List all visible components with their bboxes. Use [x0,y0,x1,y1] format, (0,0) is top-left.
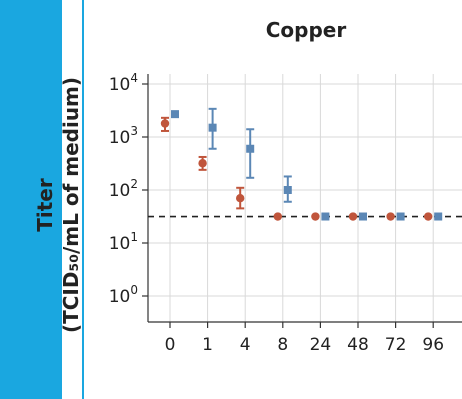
y-tick-label: 102 [109,177,138,201]
data-point [160,119,170,128]
data-point [283,186,292,194]
data-point [246,144,255,153]
x-tick-label: 8 [277,335,288,355]
data-point [236,194,245,203]
grid-layer [148,74,462,322]
chart-title: Copper [266,18,347,42]
y-axis-unit: (TCID₅₀/mL of medium) [59,77,83,333]
series-group [160,116,433,221]
axis-layer [142,74,462,328]
data-point [434,212,443,221]
data-point [311,212,320,221]
data-point [208,123,217,132]
series-group [171,107,443,221]
data-point [386,212,395,221]
y-tick-label: 103 [109,124,138,148]
plot-background [148,74,462,322]
y-axis-title-group: Titer (TCID₅₀/mL of medium) [33,77,83,333]
x-tick-label: 1 [202,335,213,355]
data-point [396,212,405,221]
x-tick-label: 4 [240,335,251,355]
x-tick-label: 24 [310,335,332,355]
data-point [321,212,330,221]
data-point [171,110,179,119]
marks-layer [148,107,462,221]
x-tick-label: 48 [347,335,369,355]
y-tick-label: 104 [109,71,138,95]
x-tick-label: 0 [165,335,176,355]
data-point [273,212,282,221]
y-axis-title: Titer [33,178,57,232]
y-tick-label: 101 [109,230,138,254]
y-tick-label: 100 [109,283,138,307]
data-point [198,159,207,168]
side-accent-gap [62,0,82,399]
data-point [424,212,433,221]
x-tick-label: 96 [422,335,444,355]
data-point [359,212,367,221]
x-tick-label: 72 [385,335,407,355]
data-point [348,212,358,221]
